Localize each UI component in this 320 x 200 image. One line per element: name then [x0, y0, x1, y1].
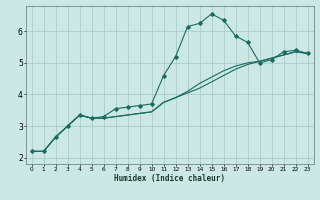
X-axis label: Humidex (Indice chaleur): Humidex (Indice chaleur) — [114, 174, 225, 183]
